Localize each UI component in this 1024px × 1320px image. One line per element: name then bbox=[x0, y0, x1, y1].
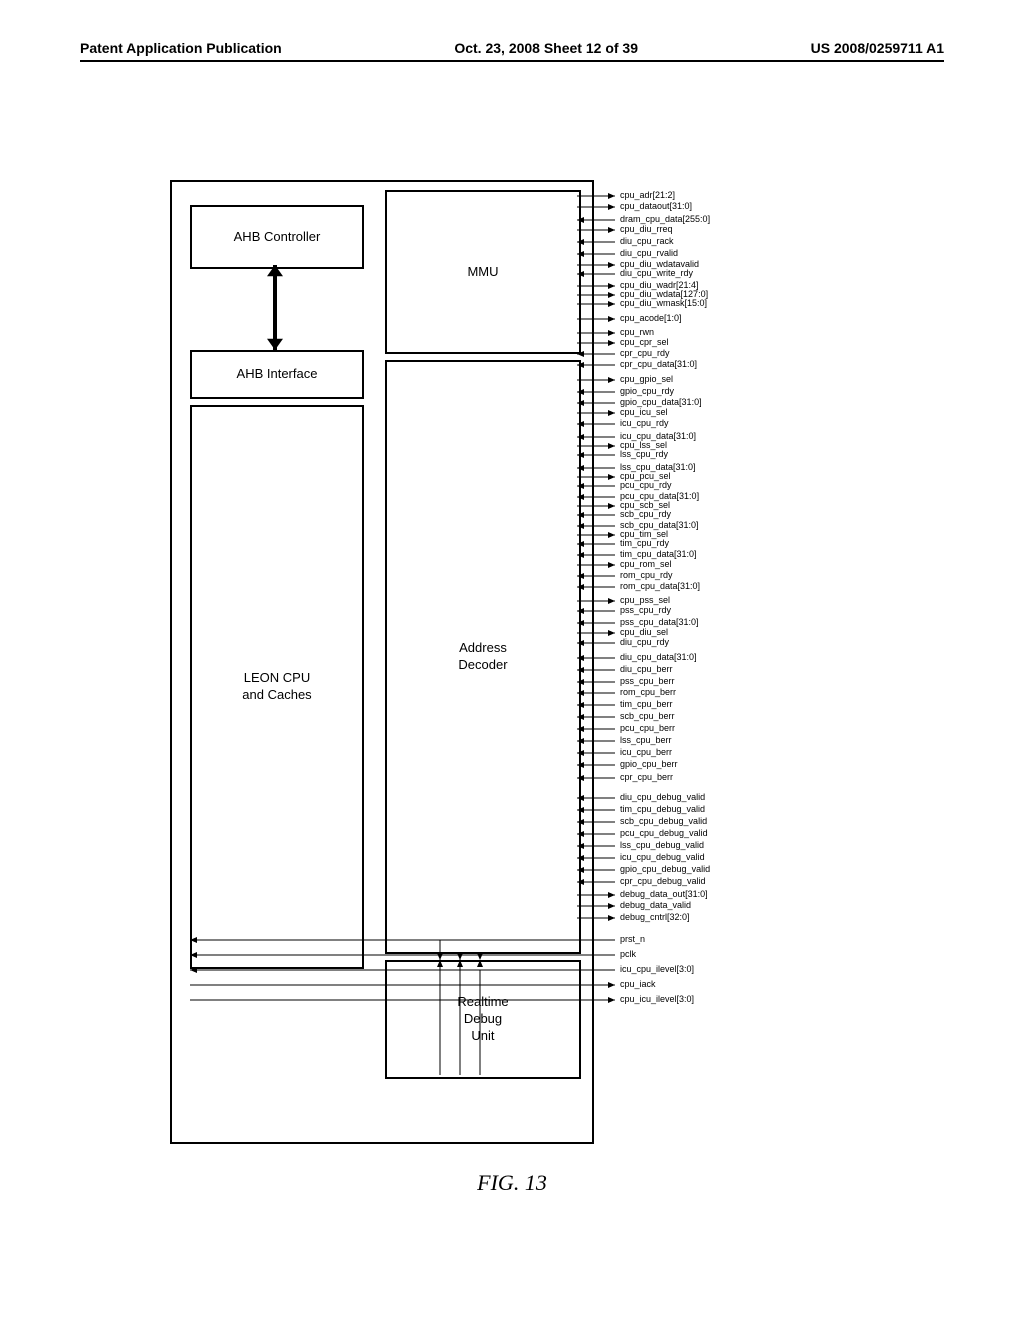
signal-5: diu_cpu_rvalid bbox=[620, 249, 678, 258]
signal-56: pcu_cpu_debug_valid bbox=[620, 829, 708, 838]
signal-32: tim_cpu_rdy bbox=[620, 539, 669, 548]
signal-55: scb_cpu_debug_valid bbox=[620, 817, 707, 826]
signal-53: diu_cpu_debug_valid bbox=[620, 793, 705, 802]
header-center: Oct. 23, 2008 Sheet 12 of 39 bbox=[454, 40, 638, 56]
bottom-signal-0: prst_n bbox=[620, 935, 645, 944]
signal-4: diu_cpu_rack bbox=[620, 237, 674, 246]
signal-10: cpu_diu_wmask[15:0] bbox=[620, 299, 707, 308]
bottom-signal-2: icu_cpu_ilevel[3:0] bbox=[620, 965, 694, 974]
signal-57: lss_cpu_debug_valid bbox=[620, 841, 704, 850]
signal-3: cpu_diu_rreq bbox=[620, 225, 673, 234]
signal-36: rom_cpu_data[31:0] bbox=[620, 582, 700, 591]
signal-43: diu_cpu_berr bbox=[620, 665, 673, 674]
signal-45: rom_cpu_berr bbox=[620, 688, 676, 697]
signal-42: diu_cpu_data[31:0] bbox=[620, 653, 697, 662]
signal-0: cpu_adr[21:2] bbox=[620, 191, 675, 200]
signal-52: cpr_cpu_berr bbox=[620, 773, 673, 782]
signal-12: cpu_rwn bbox=[620, 328, 654, 337]
signal-37: cpu_pss_sel bbox=[620, 596, 670, 605]
signal-17: gpio_cpu_rdy bbox=[620, 387, 674, 396]
header-right: US 2008/0259711 A1 bbox=[811, 40, 944, 56]
signal-15: cpr_cpu_data[31:0] bbox=[620, 360, 697, 369]
block-diagram: AHB Controller AHB Interface LEON CPU an… bbox=[170, 180, 900, 1140]
header-left: Patent Application Publication bbox=[80, 40, 282, 56]
signal-20: icu_cpu_rdy bbox=[620, 419, 669, 428]
signal-51: gpio_cpu_berr bbox=[620, 760, 678, 769]
signal-41: diu_cpu_rdy bbox=[620, 638, 669, 647]
signal-2: dram_cpu_data[255:0] bbox=[620, 215, 710, 224]
signal-62: debug_data_valid bbox=[620, 901, 691, 910]
signal-46: tim_cpu_berr bbox=[620, 700, 673, 709]
signal-29: scb_cpu_rdy bbox=[620, 510, 671, 519]
signal-48: pcu_cpu_berr bbox=[620, 724, 675, 733]
signal-wires bbox=[170, 180, 900, 1140]
signal-50: icu_cpu_berr bbox=[620, 748, 672, 757]
bottom-signal-4: cpu_icu_ilevel[3:0] bbox=[620, 995, 694, 1004]
figure-caption: FIG. 13 bbox=[0, 1170, 1024, 1196]
signal-33: tim_cpu_data[31:0] bbox=[620, 550, 697, 559]
signal-44: pss_cpu_berr bbox=[620, 677, 675, 686]
signal-18: gpio_cpu_data[31:0] bbox=[620, 398, 702, 407]
signal-11: cpu_acode[1:0] bbox=[620, 314, 682, 323]
signal-23: lss_cpu_rdy bbox=[620, 450, 668, 459]
signal-39: pss_cpu_data[31:0] bbox=[620, 618, 699, 627]
signal-35: rom_cpu_rdy bbox=[620, 571, 673, 580]
signal-16: cpu_gpio_sel bbox=[620, 375, 673, 384]
signal-59: gpio_cpu_debug_valid bbox=[620, 865, 710, 874]
signal-58: icu_cpu_debug_valid bbox=[620, 853, 705, 862]
page: Patent Application Publication Oct. 23, … bbox=[0, 0, 1024, 1320]
bottom-signal-3: cpu_iack bbox=[620, 980, 656, 989]
signal-54: tim_cpu_debug_valid bbox=[620, 805, 705, 814]
signal-19: cpu_icu_sel bbox=[620, 408, 668, 417]
signal-1: cpu_dataout[31:0] bbox=[620, 202, 692, 211]
signal-49: lss_cpu_berr bbox=[620, 736, 672, 745]
signal-38: pss_cpu_rdy bbox=[620, 606, 671, 615]
signal-60: cpr_cpu_debug_valid bbox=[620, 877, 706, 886]
signal-61: debug_data_out[31:0] bbox=[620, 890, 708, 899]
signal-34: cpu_rom_sel bbox=[620, 560, 672, 569]
signal-40: cpu_diu_sel bbox=[620, 628, 668, 637]
signal-47: scb_cpu_berr bbox=[620, 712, 675, 721]
signal-7: diu_cpu_write_rdy bbox=[620, 269, 693, 278]
signal-26: pcu_cpu_rdy bbox=[620, 481, 672, 490]
page-header: Patent Application Publication Oct. 23, … bbox=[80, 40, 944, 62]
bottom-signal-1: pclk bbox=[620, 950, 636, 959]
signal-14: cpr_cpu_rdy bbox=[620, 349, 670, 358]
signal-13: cpu_cpr_sel bbox=[620, 338, 669, 347]
signal-63: debug_cntrl[32:0] bbox=[620, 913, 690, 922]
